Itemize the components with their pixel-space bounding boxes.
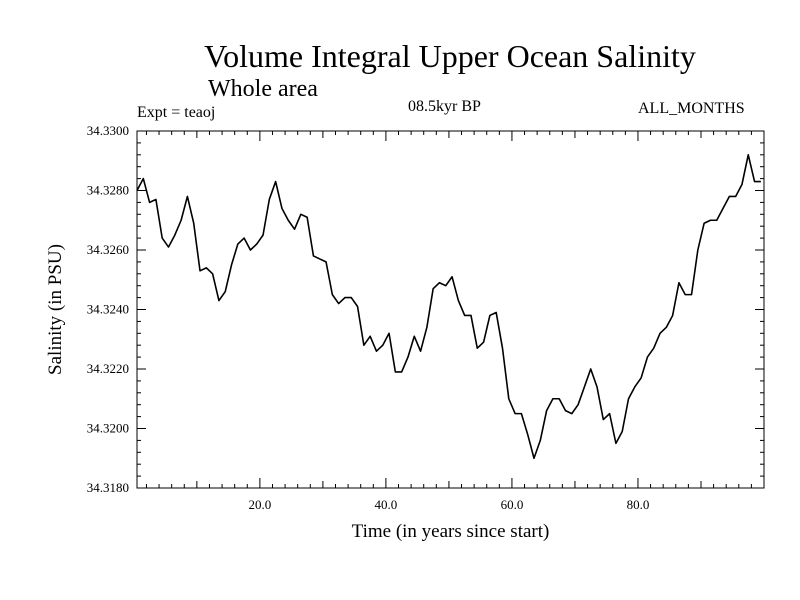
salinity-series-line: [136, 154, 761, 460]
experiment-label: Expt = teaoj: [137, 104, 216, 121]
y-tick-label: 34.3300: [87, 123, 129, 138]
y-tick-label: 34.3180: [87, 480, 129, 495]
plot-frame: [136, 130, 765, 489]
y-tick-label: 34.3200: [87, 421, 129, 436]
x-tick-label: 20.0: [249, 497, 272, 512]
x-tick-label: 60.0: [501, 497, 524, 512]
months-label: ALL_MONTHS: [638, 100, 745, 117]
x-axis-title: Time (in years since start): [352, 521, 550, 542]
x-tick-label: 80.0: [627, 497, 650, 512]
period-label: 08.5kyr BP: [408, 98, 481, 115]
y-tick-label: 34.3220: [87, 361, 129, 376]
y-tick-label: 34.3280: [87, 183, 129, 198]
y-tick-labels: 34.3180 34.3200 34.3220 34.3240 34.3260 34.32…: [87, 123, 129, 495]
y-tick-label: 34.3260: [87, 242, 129, 257]
y-axis-title: Salinity (in PSU): [45, 244, 66, 375]
x-tick-labels: 20.0 40.0 60.0 80.0: [249, 497, 650, 512]
axis-ticks: [137, 130, 764, 489]
x-tick-label: 40.0: [375, 497, 398, 512]
chart-title: Volume Integral Upper Ocean Salinity: [204, 38, 696, 74]
chart-subtitle: Whole area: [208, 76, 318, 102]
y-tick-label: 34.3240: [87, 302, 129, 317]
